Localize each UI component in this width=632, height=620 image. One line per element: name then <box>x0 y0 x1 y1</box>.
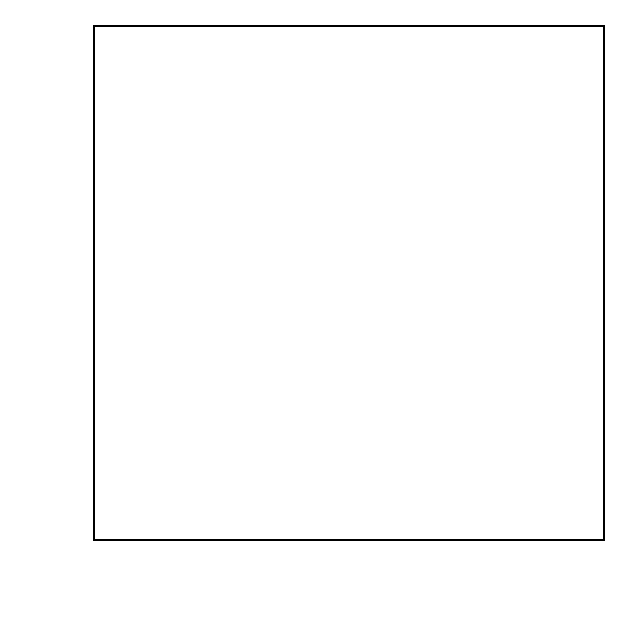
plot-frame <box>94 26 604 540</box>
